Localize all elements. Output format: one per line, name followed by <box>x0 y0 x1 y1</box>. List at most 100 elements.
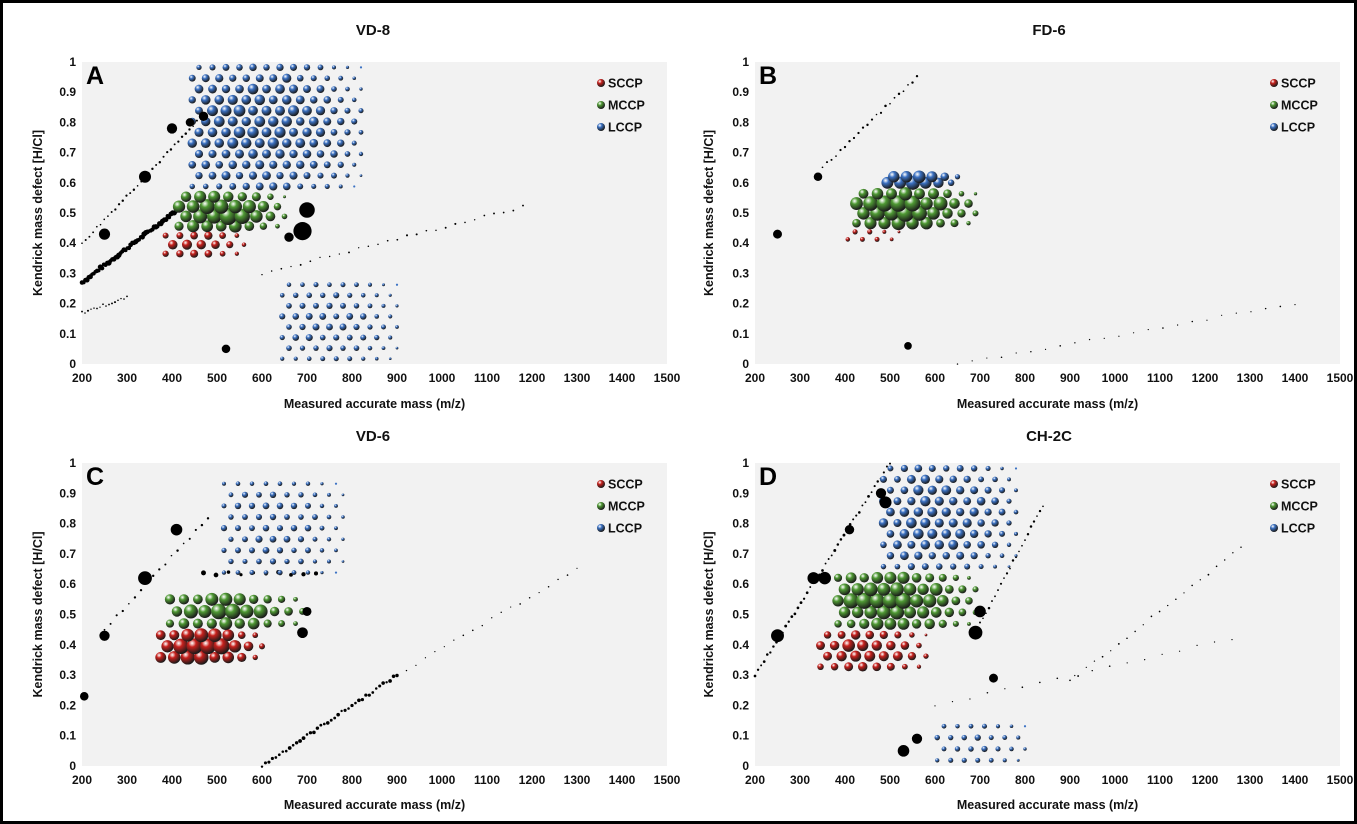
other-point <box>1240 546 1242 548</box>
lccp-point <box>893 540 902 550</box>
other-point <box>194 528 197 531</box>
lccp-point <box>900 464 908 473</box>
other-point <box>799 601 803 605</box>
lccp-point <box>269 535 277 543</box>
other-point <box>385 681 388 684</box>
legend-label-mccp: MCCP <box>608 99 645 113</box>
other-point <box>796 606 800 610</box>
mccp-point <box>233 593 246 606</box>
mccp-point <box>936 218 945 228</box>
other-point <box>769 651 772 654</box>
lccp-point <box>284 492 290 498</box>
lccp-point <box>1002 735 1008 741</box>
sccp-point <box>219 232 226 239</box>
lccp-point <box>201 74 210 83</box>
lccp-point <box>968 746 974 752</box>
lccp-point <box>941 746 947 752</box>
y-tick-label: 1 <box>69 456 76 470</box>
lccp-point <box>262 171 271 181</box>
lccp-point <box>327 492 331 497</box>
lccp-point <box>215 74 224 83</box>
x-tick-label: 800 <box>342 773 362 787</box>
mccp-point <box>257 200 270 213</box>
lccp-point <box>340 345 346 351</box>
x-tick-label: 200 <box>745 371 765 385</box>
legend-marker-sccp <box>1270 79 1278 87</box>
other-point <box>86 309 90 312</box>
mccp-point <box>282 195 287 199</box>
legend-marker-mccp <box>597 101 605 109</box>
sccp-point <box>830 663 839 671</box>
mccp-point <box>293 621 298 626</box>
other-point <box>889 462 891 465</box>
other-point <box>84 312 86 314</box>
lccp-point <box>255 513 263 521</box>
lccp-point <box>194 127 204 137</box>
lccp-point <box>248 171 258 180</box>
mccp-point <box>249 594 259 605</box>
other-point <box>911 733 923 744</box>
lccp-point <box>1009 746 1014 752</box>
mccp-point <box>242 199 256 214</box>
lccp-point <box>887 465 894 472</box>
lccp-point <box>295 138 306 149</box>
lccp-point <box>333 334 340 341</box>
other-point <box>986 357 988 359</box>
sccp-point <box>837 631 846 639</box>
lccp-point <box>948 518 958 528</box>
lccp-point <box>333 313 340 320</box>
lccp-point <box>247 83 259 95</box>
lccp-point <box>395 304 399 308</box>
sccp-point <box>181 239 193 250</box>
lccp-point <box>188 96 196 104</box>
lccp-point <box>187 138 197 148</box>
lccp-point <box>200 95 211 105</box>
lccp-point <box>269 558 277 565</box>
sccp-point <box>916 664 922 669</box>
lccp-point <box>936 563 943 570</box>
other-point <box>163 217 169 223</box>
lccp-point <box>894 475 901 483</box>
other-point <box>297 627 308 639</box>
x-axis-label: Measured accurate mass (m/z) <box>957 397 1138 411</box>
other-point <box>121 609 124 613</box>
lccp-point <box>194 84 204 94</box>
other-point <box>261 273 263 276</box>
lccp-point <box>360 313 367 320</box>
lccp-point <box>269 491 277 499</box>
lccp-point <box>948 539 959 550</box>
other-point <box>867 495 870 498</box>
lccp-point <box>313 345 319 351</box>
lccp-point <box>323 117 332 126</box>
mccp-point <box>914 188 925 200</box>
other-point <box>861 126 865 129</box>
legend-label-sccp: SCCP <box>608 77 643 91</box>
mccp-point <box>250 210 263 223</box>
x-tick-label: 1100 <box>1147 371 1173 385</box>
x-tick-label: 1000 <box>429 773 456 787</box>
sccp-point <box>155 630 166 641</box>
other-point <box>453 639 455 641</box>
lccp-point <box>228 160 238 170</box>
mccp-point <box>917 606 930 619</box>
x-tick-label: 600 <box>252 773 272 787</box>
mccp-point <box>846 619 856 629</box>
x-tick-label: 800 <box>1015 773 1035 787</box>
other-point <box>821 569 824 572</box>
other-point <box>994 595 996 598</box>
legend-label-sccp: SCCP <box>1281 77 1316 91</box>
mccp-point <box>876 605 891 620</box>
mccp-point <box>187 220 200 233</box>
lccp-point <box>341 537 345 541</box>
mccp-point <box>843 593 859 609</box>
other-point <box>787 620 790 623</box>
lccp-point <box>367 345 373 351</box>
x-tick-label: 900 <box>1060 773 1080 787</box>
other-point <box>319 256 321 259</box>
mccp-point <box>884 617 897 630</box>
lccp-point <box>999 553 1005 559</box>
lccp-point <box>313 302 319 309</box>
sccp-point <box>173 638 189 655</box>
lccp-point <box>981 723 988 729</box>
lccp-point <box>1013 509 1019 515</box>
